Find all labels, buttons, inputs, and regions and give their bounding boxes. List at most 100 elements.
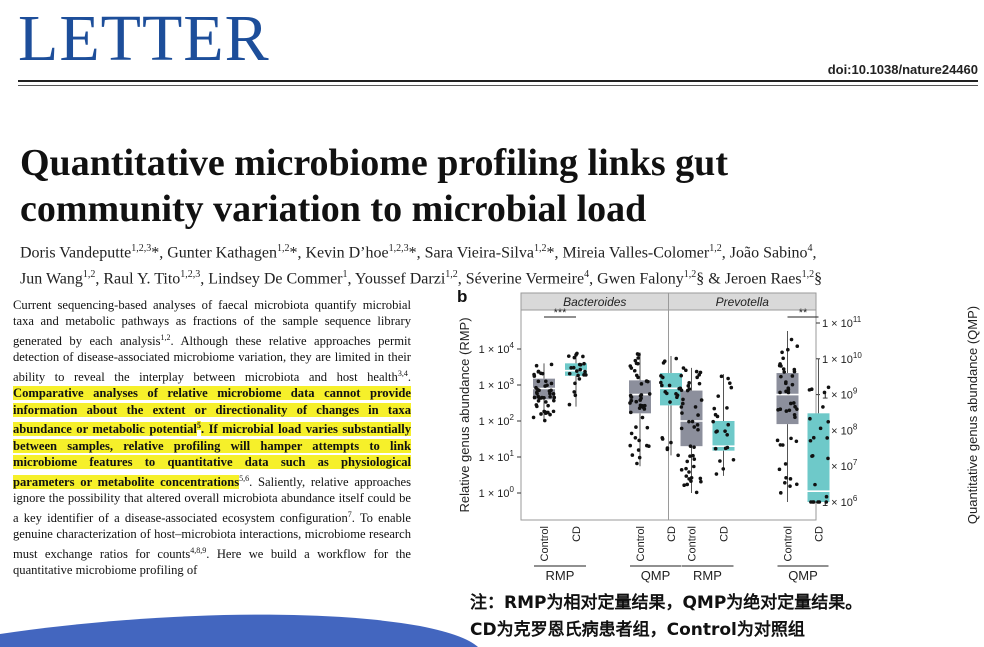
data-point (790, 374, 795, 378)
data-point (544, 379, 548, 384)
significance-stars: *** (554, 307, 568, 319)
data-point (826, 419, 831, 424)
data-point (630, 453, 635, 457)
significance-stars: ** (799, 307, 808, 319)
data-point (687, 419, 691, 424)
data-point (640, 404, 644, 409)
data-point (784, 380, 788, 384)
data-point (637, 352, 641, 357)
data-point (629, 410, 633, 415)
data-point (662, 359, 667, 364)
data-point (696, 413, 700, 417)
data-point (679, 373, 684, 378)
author-name: Doris Vandeputte (20, 244, 132, 262)
data-point (698, 476, 703, 481)
body-text: . Saliently, relative approaches ignore … (13, 474, 411, 525)
data-point (684, 368, 688, 373)
author-affiliation: 1,2 (709, 243, 722, 254)
data-point (569, 366, 573, 370)
section-label: LETTER (18, 2, 270, 75)
data-point (695, 423, 700, 427)
data-point (543, 384, 547, 388)
author-name: Jun Wang (20, 270, 83, 288)
data-point (716, 394, 721, 398)
author-name: João Sabino (729, 244, 808, 262)
data-point (696, 427, 700, 432)
tick-exponent: 3 (510, 377, 515, 386)
data-point (582, 361, 586, 366)
data-point (825, 436, 829, 440)
data-point (714, 472, 719, 476)
data-point (663, 390, 668, 394)
author-affiliation: 1 (342, 269, 348, 281)
data-point (725, 432, 729, 437)
data-point (824, 494, 829, 499)
author-affiliation: 4 (807, 243, 813, 254)
data-point (684, 474, 689, 478)
author-name: Séverine Vermeire (465, 270, 585, 288)
data-point (674, 356, 679, 361)
data-point (685, 459, 690, 464)
data-point (634, 361, 639, 366)
data-point (681, 397, 685, 402)
data-point (688, 454, 692, 458)
left-tick-label: 1 × 100 (479, 485, 515, 500)
data-point (536, 369, 541, 374)
right-tick-label: 1 × 107 (822, 458, 858, 473)
data-point (583, 369, 587, 374)
data-point (792, 401, 796, 405)
data-point (685, 388, 690, 393)
data-point (629, 366, 634, 370)
data-point (694, 369, 699, 374)
reference-sup: 4,8,9 (190, 545, 207, 555)
doi-label[interactable]: doi:10.1038/nature24460 (827, 62, 978, 77)
tick-exponent: 2 (510, 413, 515, 422)
data-point (789, 337, 794, 342)
data-point (686, 384, 691, 388)
data-point (784, 476, 788, 480)
reference-sup: 5 (196, 421, 201, 431)
tick-exponent: 8 (853, 422, 858, 431)
body-text: . To enable genuine characterization of … (13, 510, 411, 561)
tick-exponent: 6 (853, 494, 858, 503)
data-point (779, 374, 783, 379)
data-point (795, 344, 800, 349)
data-point (777, 467, 782, 472)
data-point (536, 379, 541, 384)
title-line-1: Quantitative microbiome profiling links … (20, 142, 728, 184)
data-point (826, 385, 831, 390)
data-point (808, 438, 813, 443)
data-point (634, 425, 638, 429)
data-point (534, 403, 539, 407)
author-affiliation: 1,2 (82, 269, 96, 281)
right-axis-label: Quantitative genus abundance (QMP) (965, 306, 980, 524)
data-point (639, 382, 644, 386)
author-name: Sara Vieira-Silva (424, 244, 534, 262)
data-point (637, 455, 642, 460)
data-point (546, 403, 550, 408)
right-tick-label: 1 × 108 (822, 422, 858, 437)
data-point (638, 394, 643, 398)
data-point (693, 405, 698, 409)
data-point (577, 377, 582, 381)
data-point (731, 457, 736, 462)
panel-label: b (457, 287, 467, 306)
data-point (792, 412, 797, 417)
data-point (713, 412, 718, 417)
body-text: Current sequencing-based analyses of fae… (13, 298, 411, 348)
data-point (687, 381, 691, 385)
tick-exponent: 1 (510, 449, 515, 458)
data-point (679, 405, 684, 409)
data-point (645, 425, 650, 430)
data-point (794, 482, 799, 487)
left-tick-label: 1 × 101 (479, 449, 515, 464)
note-line-1: 注：RMP为相对定量结果，QMP为绝对定量结果。 (470, 593, 863, 613)
right-tick-label: 1 × 106 (822, 494, 858, 509)
data-point (780, 350, 784, 355)
data-point (681, 366, 686, 370)
data-point (573, 381, 577, 386)
data-point (811, 435, 816, 440)
body-text: . Here we build a workflow for the quant… (13, 546, 412, 578)
right-tick-label: 1 × 109 (822, 387, 858, 402)
data-point (821, 405, 825, 409)
